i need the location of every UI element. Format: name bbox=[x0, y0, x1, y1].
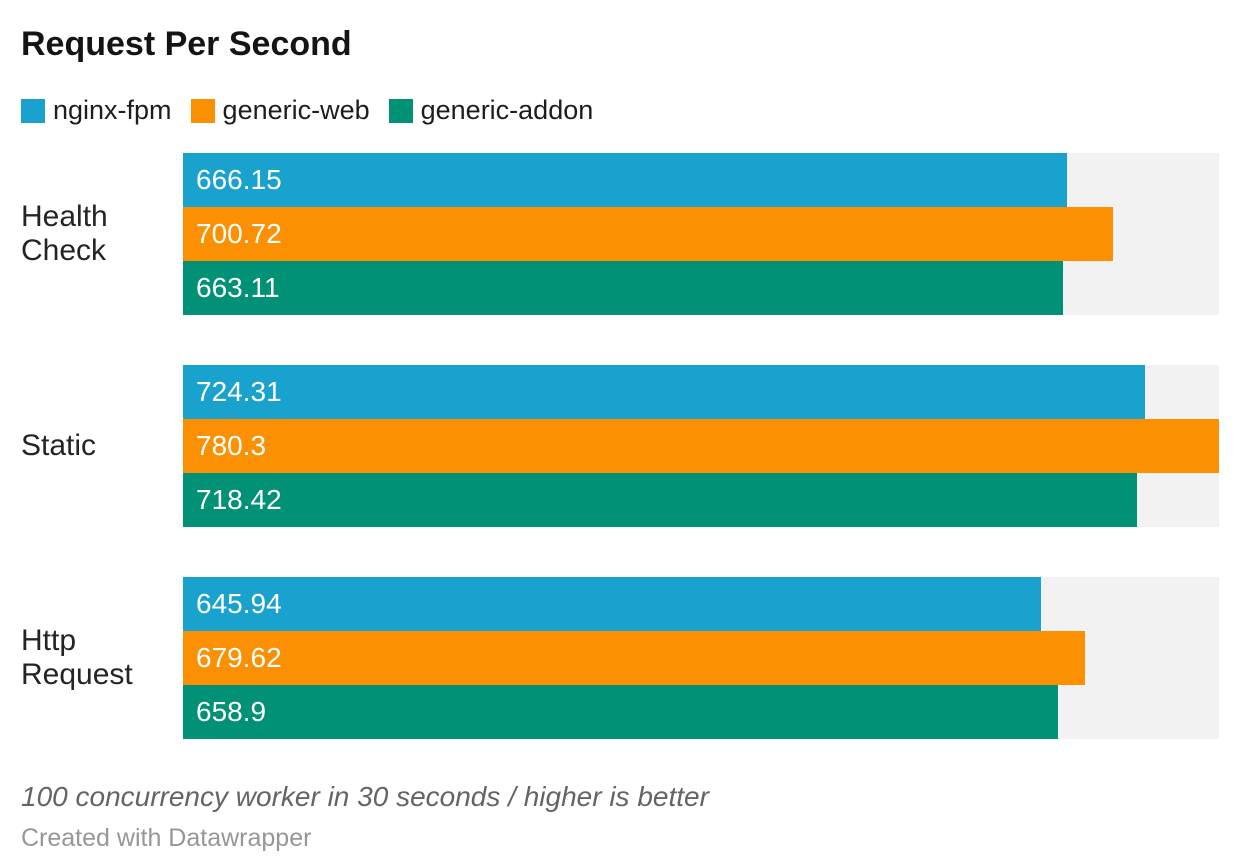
bar-generic-web: 700.72 bbox=[183, 207, 1114, 261]
bar-value-label: 658.9 bbox=[196, 696, 267, 727]
bar-rows: 645.94 679.62 658.9 bbox=[183, 577, 1219, 739]
category-label: Static bbox=[21, 429, 97, 462]
bar-nginx-fpm: 645.94 bbox=[183, 577, 1041, 631]
bar-nginx-fpm: 666.15 bbox=[183, 153, 1068, 207]
bar-track: 700.72 bbox=[183, 207, 1219, 261]
bar-track: 658.9 bbox=[183, 685, 1219, 739]
bar-value-label: 700.72 bbox=[196, 218, 282, 249]
legend-item: generic-addon bbox=[388, 95, 594, 125]
bar-rows: 666.15 700.72 663.11 bbox=[183, 153, 1219, 315]
bar-group: Static 724.31 780.3 718.42 bbox=[21, 365, 1219, 527]
legend-label: nginx-fpm bbox=[53, 95, 172, 125]
bar-generic-web: 679.62 bbox=[183, 631, 1086, 685]
bar-track: 718.42 bbox=[183, 473, 1219, 527]
category-label: Health Check bbox=[21, 200, 108, 267]
bar-generic-addon: 658.9 bbox=[183, 685, 1058, 739]
bar-value-label: 718.42 bbox=[196, 484, 282, 515]
bar-generic-addon: 663.11 bbox=[183, 261, 1064, 315]
bar-track: 724.31 bbox=[183, 365, 1219, 419]
bar-generic-web: 780.3 bbox=[183, 419, 1219, 473]
category-label: Http Request bbox=[21, 624, 133, 691]
legend-item: nginx-fpm bbox=[21, 97, 172, 124]
bar-value-label: 645.94 bbox=[196, 588, 282, 619]
bar-value-label: 724.31 bbox=[196, 376, 282, 407]
bar-chart: Health Check 666.15 700.72 663.11 Static 724.… bbox=[21, 153, 1219, 739]
bar-track: 666.15 bbox=[183, 153, 1219, 207]
bar-value-label: 780.3 bbox=[196, 430, 267, 461]
datawrapper-credit: Created with Datawrapper bbox=[21, 824, 312, 852]
legend-label: generic-web bbox=[222, 95, 370, 125]
chart-title: Request Per Second bbox=[21, 25, 352, 63]
bar-rows: 724.31 780.3 718.42 bbox=[183, 365, 1219, 527]
legend-swatch bbox=[388, 98, 413, 123]
legend-swatch bbox=[21, 98, 45, 123]
legend-item: generic-web bbox=[190, 95, 370, 125]
legend-label: generic-addon bbox=[420, 95, 594, 125]
bar-generic-addon: 718.42 bbox=[183, 473, 1137, 527]
bar-group: Health Check 666.15 700.72 663.11 bbox=[21, 153, 1219, 315]
legend-swatch bbox=[190, 98, 215, 123]
bar-track: 645.94 bbox=[183, 577, 1219, 631]
bar-value-label: 663.11 bbox=[196, 272, 280, 303]
bar-track: 679.62 bbox=[183, 631, 1219, 685]
bar-track: 663.11 bbox=[183, 261, 1219, 315]
bar-value-label: 666.15 bbox=[196, 164, 282, 195]
bar-track: 780.3 bbox=[183, 419, 1219, 473]
bar-nginx-fpm: 724.31 bbox=[183, 365, 1145, 419]
bar-value-label: 679.62 bbox=[196, 642, 282, 673]
legend: nginx-fpm generic-web generic-addon bbox=[21, 97, 1219, 124]
bar-group: Http Request 645.94 679.62 658.9 bbox=[21, 577, 1219, 739]
chart-note: 100 concurrency worker in 30 seconds / h… bbox=[21, 781, 709, 812]
